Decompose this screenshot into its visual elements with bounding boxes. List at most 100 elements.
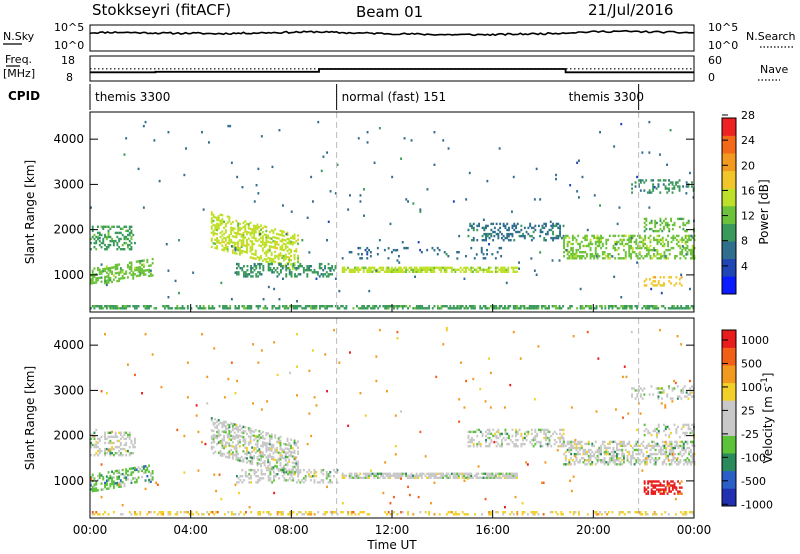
heatmap-cell <box>244 471 247 474</box>
heatmap-cell <box>618 511 621 514</box>
heatmap-cell <box>621 463 624 466</box>
heatmap-cell <box>295 275 298 278</box>
heatmap-cell <box>259 305 261 308</box>
heatmap-cell <box>223 430 225 433</box>
heatmap-cell <box>663 423 665 427</box>
heatmap-cell <box>288 473 291 476</box>
heatmap-cell <box>586 463 588 466</box>
heatmap-cell <box>684 440 687 444</box>
heatmap-cell <box>475 476 478 479</box>
heatmap-cell <box>334 265 337 268</box>
heatmap-cell <box>105 235 108 239</box>
heatmap-cell <box>362 476 365 479</box>
heatmap-cell <box>169 307 172 310</box>
heatmap-cell <box>436 472 439 475</box>
heatmap-cell <box>638 463 641 466</box>
heatmap-cell <box>244 244 247 247</box>
heatmap-cell <box>102 241 105 245</box>
heatmap-cell <box>100 246 103 249</box>
heatmap-cell <box>575 459 578 462</box>
heatmap-cell <box>391 270 393 273</box>
heatmap-cell <box>263 464 266 467</box>
heatmap-cell <box>436 476 439 479</box>
heatmap-cell <box>139 468 142 471</box>
heatmap-cell <box>290 254 292 258</box>
heatmap-cell <box>304 479 307 482</box>
heatmap-cell <box>246 247 248 250</box>
heatmap-cell <box>212 446 215 449</box>
heatmap-cell <box>279 252 282 255</box>
heatmap-cell <box>662 389 665 392</box>
heatmap-cell <box>283 242 285 246</box>
heatmap-cell <box>656 442 659 446</box>
heatmap-cell <box>601 242 604 246</box>
heatmap-cell <box>95 445 98 449</box>
heatmap-cell <box>290 236 292 239</box>
heatmap-cell <box>90 484 92 487</box>
heatmap-cell <box>670 444 673 448</box>
heatmap-cell <box>197 307 200 310</box>
heatmap-cell <box>638 244 641 248</box>
heatmap-cell <box>276 465 278 468</box>
heatmap-cell <box>312 349 314 352</box>
heatmap-cell <box>482 270 485 273</box>
heatmap-cell <box>684 433 687 437</box>
heatmap-cell <box>571 238 574 242</box>
heatmap-cell <box>645 248 648 252</box>
heatmap-cell <box>472 445 475 448</box>
heatmap-cell <box>313 269 316 272</box>
heatmap-cell <box>562 428 565 432</box>
heatmap-cell <box>519 305 522 308</box>
heatmap-cell <box>290 250 292 254</box>
heatmap-cell <box>208 305 210 308</box>
heatmap-cell <box>369 270 372 273</box>
heatmap-cell <box>380 266 383 269</box>
heatmap-cell <box>396 330 399 334</box>
heatmap-cell <box>267 432 270 435</box>
heatmap-cell <box>639 387 642 390</box>
heatmap-cell <box>663 444 666 448</box>
heatmap-cell <box>156 513 159 516</box>
heatmap-cell <box>146 260 149 264</box>
heatmap-cell <box>424 270 427 273</box>
heatmap-cell <box>688 450 691 454</box>
heatmap-cell <box>414 275 416 278</box>
heatmap-cell <box>488 428 491 432</box>
heatmap-cell <box>642 244 645 248</box>
heatmap-cell <box>612 452 615 456</box>
heatmap-cell <box>327 267 330 270</box>
heatmap-cell <box>107 231 110 235</box>
heatmap-cell <box>663 484 665 487</box>
heatmap-cell <box>640 448 643 452</box>
heatmap-cell <box>490 438 493 442</box>
heatmap-cell <box>623 244 625 248</box>
heatmap-cell <box>608 253 611 256</box>
heatmap-cell <box>607 511 610 514</box>
heatmap-cell <box>562 432 565 436</box>
heatmap-cell <box>419 474 422 477</box>
heatmap-cell <box>539 445 542 448</box>
colorbar-tick-label: 24 <box>741 134 755 147</box>
heatmap-cell <box>228 236 231 239</box>
heatmap-cell <box>684 459 687 462</box>
heatmap-cell <box>276 267 279 270</box>
heatmap-cell <box>617 257 620 260</box>
heatmap-cell <box>268 467 271 470</box>
heatmap-cell <box>282 277 284 280</box>
heatmap-cell <box>278 129 281 132</box>
heatmap-cell <box>601 251 604 254</box>
heatmap-cell <box>248 273 251 276</box>
heatmap-cell <box>97 474 99 478</box>
heatmap-cell <box>125 305 128 308</box>
colorbar-segment <box>722 488 736 507</box>
heatmap-cell <box>666 225 669 229</box>
heatmap-cell <box>664 490 667 493</box>
heatmap-cell <box>505 268 508 271</box>
heatmap-cell <box>573 440 576 444</box>
heatmap-cell <box>105 267 108 270</box>
heatmap-cell <box>273 477 275 480</box>
heatmap-cell <box>472 222 475 226</box>
heatmap-cell <box>668 448 671 452</box>
heatmap-cell <box>223 446 225 450</box>
heatmap-cell <box>144 269 147 272</box>
